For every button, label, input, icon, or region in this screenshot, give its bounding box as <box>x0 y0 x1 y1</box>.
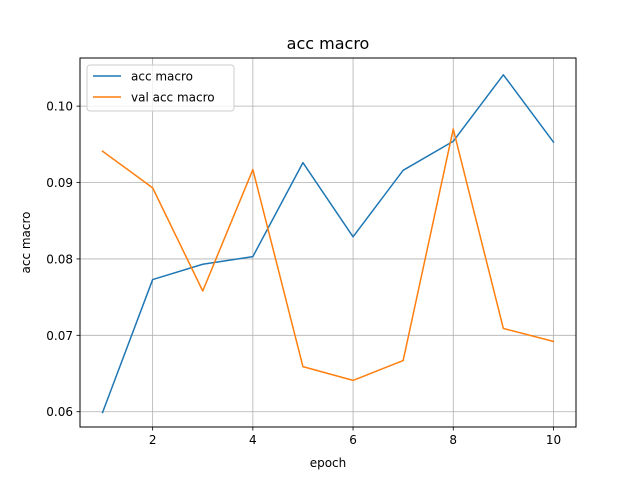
plot-frame <box>79 57 577 428</box>
x-tick-label: 10 <box>546 433 561 447</box>
plot-area <box>80 58 576 427</box>
legend: acc macro val acc macro <box>86 64 235 112</box>
y-tick-label: 0.06 <box>46 405 73 419</box>
legend-box <box>86 64 235 112</box>
y-tick-label: 0.08 <box>46 252 73 266</box>
x-tick-label: 2 <box>149 433 157 447</box>
x-tick-label: 6 <box>349 433 357 447</box>
x-tick-label: 4 <box>249 433 257 447</box>
x-axis-label: epoch <box>310 456 347 470</box>
x-tick-label: 8 <box>449 433 457 447</box>
series-layer <box>101 74 555 414</box>
legend-label-1: acc macro <box>131 70 193 84</box>
y-axis-label: acc macro <box>19 211 33 273</box>
series-line-1 <box>101 74 555 414</box>
y-axis-ticks: 0.06 0.07 0.08 0.09 0.10 <box>46 100 80 419</box>
y-tick-label: 0.10 <box>46 100 73 114</box>
series-line-2 <box>101 128 555 382</box>
y-tick-label: 0.09 <box>46 176 73 190</box>
chart-title: acc macro <box>287 34 370 53</box>
x-axis-ticks: 2 4 6 8 10 <box>149 427 561 447</box>
grid-lines <box>80 58 576 427</box>
legend-label-2: val acc macro <box>131 91 215 105</box>
y-tick-label: 0.07 <box>46 329 73 343</box>
